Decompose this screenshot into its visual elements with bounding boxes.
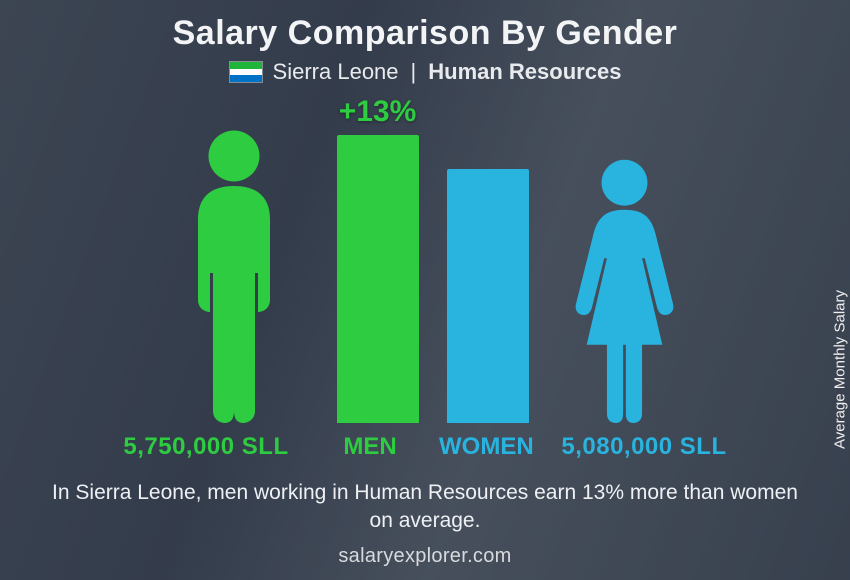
labels-row: 5,750,000 SLL MEN WOMEN 5,080,000 SLL bbox=[111, 433, 739, 461]
women-label: WOMEN bbox=[439, 433, 521, 461]
footer-credit: salaryexplorer.com bbox=[0, 545, 850, 568]
men-bar bbox=[337, 135, 419, 423]
women-figure-col bbox=[557, 93, 692, 423]
women-salary: 5,080,000 SLL bbox=[549, 433, 739, 461]
woman-icon bbox=[557, 153, 692, 423]
subtitle-separator: | bbox=[411, 59, 417, 85]
men-figure-col bbox=[159, 93, 309, 423]
chart-area: +13% bbox=[159, 93, 692, 423]
flag-stripe-3 bbox=[230, 75, 262, 82]
flag-icon bbox=[229, 61, 263, 83]
flag-stripe-2 bbox=[230, 69, 262, 76]
subtitle-country: Sierra Leone bbox=[273, 59, 399, 85]
man-icon bbox=[159, 123, 309, 423]
side-axis-label: Average Monthly Salary bbox=[832, 290, 849, 449]
women-bar bbox=[447, 169, 529, 423]
caption-text: In Sierra Leone, men working in Human Re… bbox=[45, 479, 805, 536]
subtitle-row: Sierra Leone | Human Resources bbox=[229, 59, 622, 85]
men-salary: 5,750,000 SLL bbox=[111, 433, 301, 461]
subtitle-category: Human Resources bbox=[428, 59, 621, 85]
flag-stripe-1 bbox=[230, 62, 262, 69]
infographic-container: Salary Comparison By Gender Sierra Leone… bbox=[0, 0, 850, 580]
men-label: MEN bbox=[329, 433, 411, 461]
pct-difference: +13% bbox=[339, 95, 417, 129]
page-title: Salary Comparison By Gender bbox=[173, 14, 678, 53]
women-bar-col bbox=[447, 93, 529, 423]
men-bar-col: +13% bbox=[337, 93, 419, 423]
